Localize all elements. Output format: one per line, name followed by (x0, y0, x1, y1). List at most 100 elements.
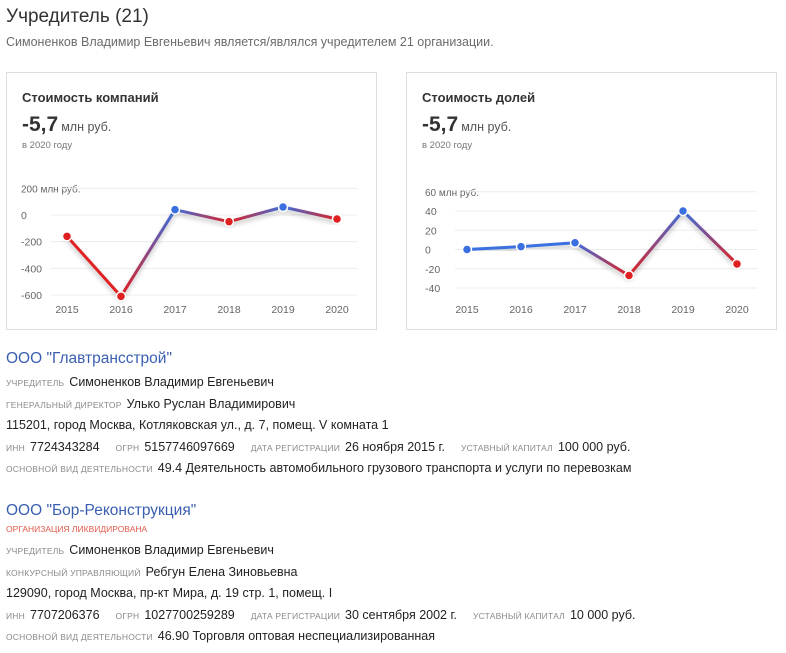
reg-date-value: 30 сентября 2002 г. (345, 607, 457, 622)
y-tick-label: 20 (425, 225, 437, 237)
page-title: Учредитель (21) (6, 6, 149, 27)
org-address: 129090, город Москва, пр-кт Мира, д. 19 … (6, 586, 333, 601)
x-tick-label: 2016 (109, 304, 133, 316)
org-activity-row: Основной вид деятельности 46.90 Торговля … (6, 626, 776, 648)
y-axis-unit-label: 200 млн руб. (21, 183, 81, 195)
card-value: -5,7 млн руб. (422, 113, 511, 137)
card-title: Стоимость долей (422, 90, 536, 105)
org-ids-row: ИНН 7724343284 ОГРН 5157746097669 Дата регис… (6, 437, 776, 459)
org-card: ООО "Бор-Реконструкция" Организация ликв… (6, 502, 776, 648)
x-tick-label: 2020 (725, 304, 749, 316)
card-value: -5,7 млн руб. (22, 113, 111, 137)
series-line-segment (627, 209, 685, 277)
page-subtitle: Симоненков Владимир Евгеньевич является/… (6, 35, 494, 49)
field-label: Учредитель (6, 546, 65, 556)
activity-value: 46.90 Торговля оптовая неспециализирован… (157, 629, 435, 644)
field-label: Конкурсный управляющий (6, 567, 141, 578)
org-director-row: Генеральный директор Улько Руслан Владими… (6, 394, 776, 416)
founder-name[interactable]: Симоненков Владимир Евгеньевич (69, 543, 274, 557)
field-label: ОГРН (115, 442, 140, 453)
x-tick-label: 2019 (271, 304, 295, 316)
data-point (731, 258, 743, 270)
series-line-segment (65, 234, 123, 298)
x-tick-label: 2019 (671, 304, 695, 316)
field-label: Дата регистрации (250, 610, 341, 621)
data-point (623, 270, 635, 281)
y-tick-label: -400 (21, 263, 42, 275)
data-point (569, 237, 581, 249)
data-point (461, 244, 473, 255)
ogrn-value: 1027700259289 (144, 607, 235, 622)
card-value-number: -5,7 (422, 113, 459, 136)
data-point (331, 213, 343, 225)
capital-value: 10 000 руб. (569, 607, 636, 622)
y-tick-label: -20 (425, 264, 440, 276)
field-label: Основной вид деятельности (6, 632, 153, 643)
series-line-segment (281, 205, 339, 221)
data-point (223, 216, 235, 227)
x-tick-label: 2017 (163, 304, 187, 316)
org-name-link[interactable]: ООО "Главтрансстрой" (6, 350, 172, 367)
x-tick-label: 2017 (563, 304, 587, 316)
x-tick-label: 2018 (617, 304, 641, 316)
inn-value: 7707206376 (30, 607, 100, 622)
series-line-segment (573, 241, 631, 277)
field-label: Генеральный директор (6, 399, 122, 410)
field-label: Дата регистрации (250, 442, 341, 453)
shares-value-card: Стоимость долей -5,7 млн руб. в 2020 году… (406, 72, 777, 330)
director-name[interactable]: Улько Руслан Владимирович (126, 396, 296, 411)
field-label: ИНН (6, 442, 25, 453)
data-point (169, 204, 181, 215)
series-line-segment (227, 205, 285, 224)
x-tick-label: 2018 (217, 304, 241, 316)
field-label: Основной вид деятельности (6, 464, 153, 475)
data-point (515, 241, 527, 252)
org-manager-row: Конкурсный управляющий Ребгун Елена Зинов… (6, 562, 776, 584)
ogrn-value: 5157746097669 (144, 439, 235, 454)
reg-date-value: 26 ноября 2015 г. (345, 439, 446, 454)
card-value-unit: млн руб. (461, 120, 512, 134)
y-axis-unit-label: 60 млн руб. (425, 187, 479, 199)
field-label: ОГРН (115, 610, 140, 621)
series-line-segment (465, 245, 523, 251)
org-founder-row: Учредитель Симоненков Владимир Евгеньевич (6, 372, 776, 394)
card-value-number: -5,7 (22, 113, 59, 136)
x-tick-label: 2015 (55, 304, 79, 316)
y-tick-label: -600 (21, 290, 42, 302)
activity-value: 49.4 Деятельность автомобильного грузово… (157, 461, 632, 476)
capital-value: 100 000 руб. (557, 439, 631, 454)
shares-line-chart: 60 млн руб. 40 20 0 -20 -40 2015 2016 2017 2018 20… (425, 187, 757, 316)
series-line-segment (173, 208, 231, 224)
companies-line-chart: 200 млн руб. 0 -200 -400 -600 2015 2016 2017 201… (21, 183, 357, 316)
data-point (677, 205, 689, 217)
x-tick-label: 2020 (325, 304, 349, 316)
card-title: Стоимость компаний (22, 90, 159, 105)
field-label: Уставный капитал (473, 610, 565, 621)
x-tick-label: 2016 (509, 304, 533, 316)
org-founder-row: Учредитель Симоненков Владимир Евгеньевич (6, 540, 776, 562)
inn-value: 7724343284 (30, 439, 100, 454)
org-ids-row: ИНН 7707206376 ОГРН 1027700259289 Дата регис… (6, 605, 776, 627)
y-tick-label: -40 (425, 283, 440, 295)
y-tick-label: 0 (425, 245, 431, 257)
org-name-link[interactable]: ООО "Бор-Реконструкция" (6, 502, 197, 519)
x-tick-label: 2015 (455, 304, 479, 316)
manager-name[interactable]: Ребгун Елена Зиновьевна (145, 564, 298, 579)
y-tick-label: -200 (21, 237, 42, 249)
series-line-segment (119, 208, 177, 298)
org-address: 115201, город Москва, Котляковская ул., … (6, 418, 389, 433)
card-year-note: в 2020 году (422, 140, 473, 151)
data-point (277, 201, 289, 213)
org-activity-row: Основной вид деятельности 49.4 Деятельнос… (6, 458, 776, 480)
org-card: ООО "Главтрансстрой" Учредитель Симоненко… (6, 350, 776, 480)
card-value-unit: млн руб. (61, 120, 112, 134)
liquidated-status-badge: Организация ликвидирована (6, 524, 148, 534)
series-line-segment (519, 241, 577, 249)
card-year-note: в 2020 году (22, 140, 73, 151)
y-tick-label: 0 (21, 210, 27, 222)
founder-name[interactable]: Симоненков Владимир Евгеньевич (69, 375, 274, 389)
y-tick-label: 40 (425, 206, 437, 218)
data-point (61, 231, 73, 242)
companies-value-card: Стоимость компаний -5,7 млн руб. в 2020 г… (6, 72, 377, 330)
series-line-segment (681, 209, 739, 266)
